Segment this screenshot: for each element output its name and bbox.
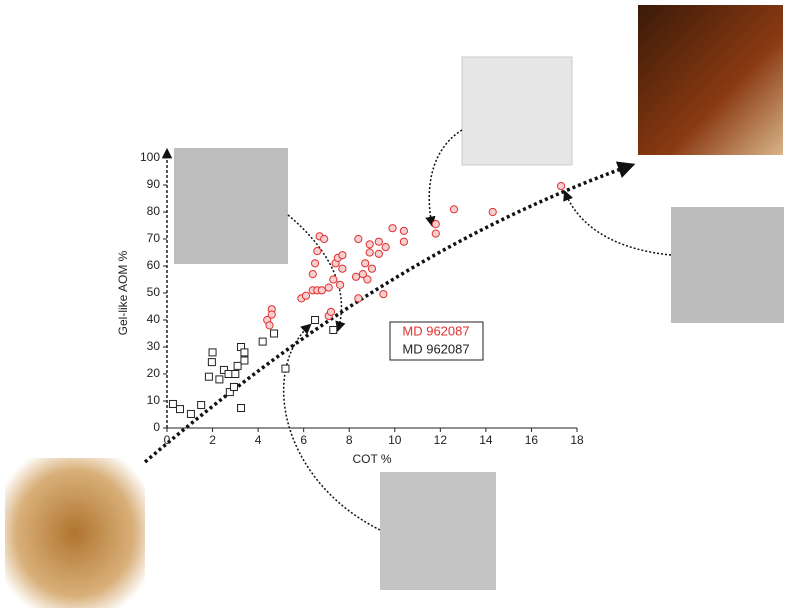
point (232, 371, 239, 378)
point (337, 281, 344, 288)
point (238, 405, 245, 412)
y-tick-label: 30 (147, 339, 161, 353)
point (282, 365, 289, 372)
x-tick-label: 14 (479, 433, 493, 447)
x-tick-label: 4 (255, 433, 262, 447)
point (352, 273, 359, 280)
point (389, 225, 396, 232)
y-tick-label: 20 (147, 366, 161, 380)
point (339, 252, 346, 259)
point (312, 317, 319, 324)
x-axis-label: COT % (352, 452, 391, 466)
point (225, 371, 232, 378)
point (311, 260, 318, 267)
y-tick-label: 50 (147, 285, 161, 299)
point (314, 248, 321, 255)
point (321, 235, 328, 242)
x-tick-label: 6 (300, 433, 307, 447)
micrograph (462, 57, 572, 165)
point (330, 326, 337, 333)
point (330, 276, 337, 283)
point (241, 349, 248, 356)
y-tick-label: 60 (147, 258, 161, 272)
point (432, 221, 439, 228)
x-tick-label: 0 (164, 433, 171, 447)
point (318, 287, 325, 294)
point (325, 284, 332, 291)
point (382, 244, 389, 251)
point (169, 400, 176, 407)
point (362, 260, 369, 267)
micrograph (671, 207, 784, 323)
point (187, 410, 194, 417)
point (309, 271, 316, 278)
chart: COT % Gel-like AOM % 0 2 4 6 8 10 12 14 16 18 0 10 2… (0, 0, 787, 611)
point (557, 182, 564, 189)
point (198, 402, 205, 409)
point (234, 362, 241, 369)
point (375, 238, 382, 245)
point (327, 308, 334, 315)
point (208, 359, 215, 366)
x-tick-label: 16 (525, 433, 539, 447)
point (366, 241, 373, 248)
x-tick-label: 2 (209, 433, 216, 447)
point (368, 265, 375, 272)
y-tick-label: 40 (147, 312, 161, 326)
legend-label: MD 962087 (402, 341, 469, 356)
point (216, 376, 223, 383)
point (380, 290, 387, 297)
y-tick-label: 0 (153, 420, 160, 434)
point (230, 383, 237, 390)
point (355, 235, 362, 242)
micrograph (5, 458, 145, 608)
y-tick-label: 70 (147, 231, 161, 245)
micrograph (174, 148, 288, 264)
point (209, 349, 216, 356)
point (489, 208, 496, 215)
point (366, 249, 373, 256)
micrograph (638, 5, 783, 155)
point (241, 357, 248, 364)
point (450, 206, 457, 213)
y-tick-label: 10 (147, 393, 161, 407)
micrograph (380, 472, 496, 590)
point (400, 227, 407, 234)
x-tick-label: 18 (570, 433, 584, 447)
x-tick-label: 12 (434, 433, 448, 447)
x-tick-label: 8 (346, 433, 353, 447)
pointer-arrow (565, 192, 671, 255)
y-tick-label: 100 (140, 150, 160, 164)
y-tick-label: 80 (147, 204, 161, 218)
point (259, 338, 266, 345)
point (375, 250, 382, 257)
point (339, 265, 346, 272)
point (400, 238, 407, 245)
point (432, 230, 439, 237)
point (364, 276, 371, 283)
point (266, 322, 273, 329)
point (268, 311, 275, 318)
point (271, 330, 278, 337)
y-tick-label: 90 (147, 177, 161, 191)
x-tick-label: 10 (388, 433, 402, 447)
legend-label: MD 962087 (402, 323, 469, 338)
point (302, 292, 309, 299)
point (176, 406, 183, 413)
y-axis-label: Gel-like AOM % (116, 250, 130, 335)
point (205, 373, 212, 380)
point (355, 295, 362, 302)
